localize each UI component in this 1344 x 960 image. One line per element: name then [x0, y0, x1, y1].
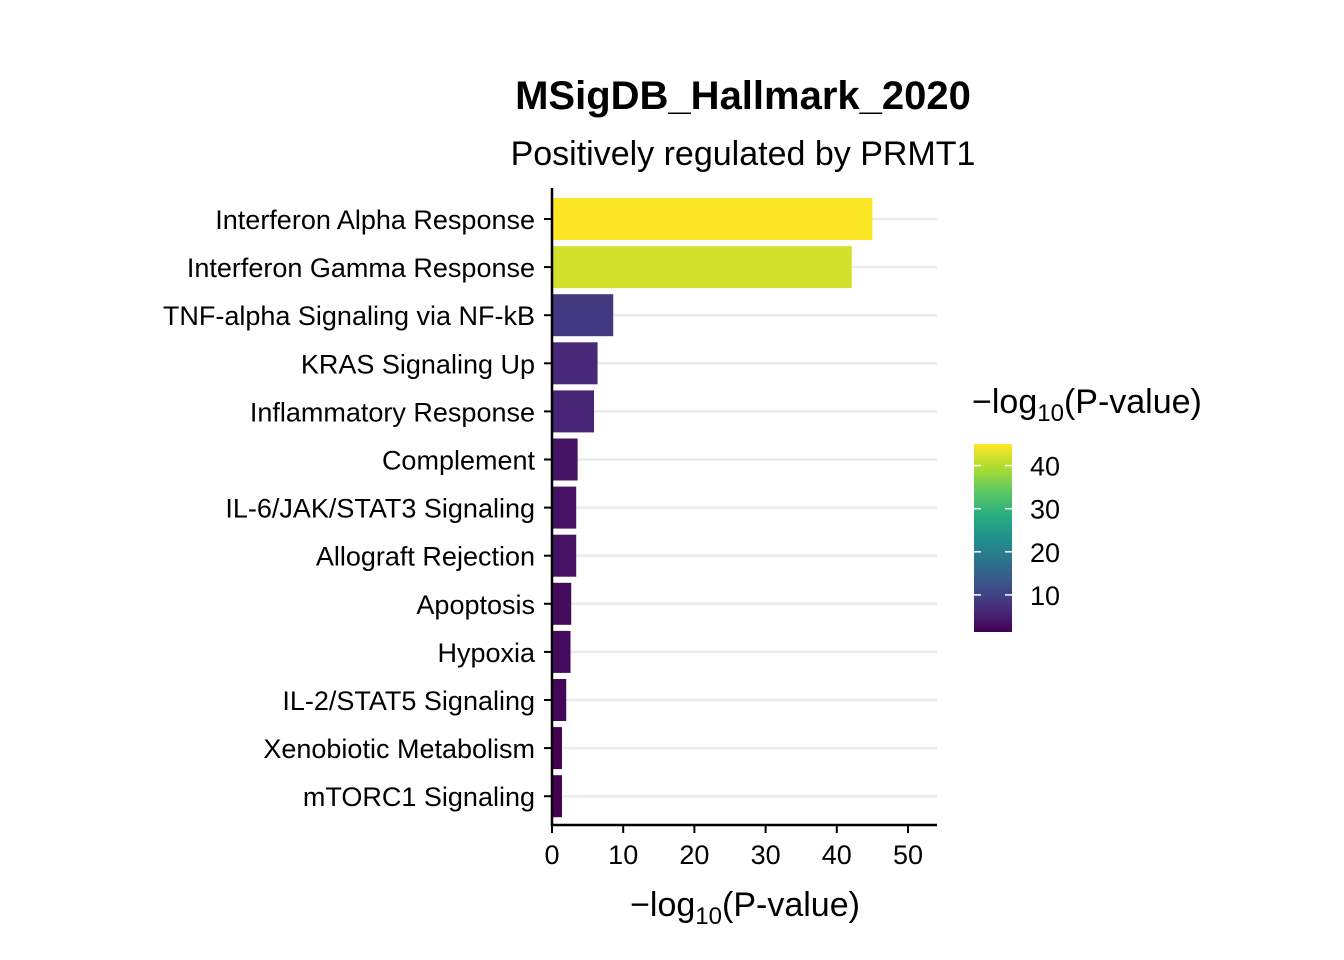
bar	[552, 294, 614, 337]
gridlines	[552, 217, 937, 798]
bar	[552, 582, 572, 625]
x-tick-label: 0	[544, 840, 559, 870]
y-tick-label: TNF-alpha Signaling via NF-kB	[163, 301, 535, 331]
bar	[552, 342, 598, 385]
y-tick-label: Apoptosis	[416, 590, 535, 620]
bar	[552, 775, 562, 818]
y-tick-labels: Interferon Alpha Response Interferon Gamm…	[163, 205, 552, 812]
y-tick-label: Xenobiotic Metabolism	[263, 734, 535, 764]
y-tick-label: IL-6/JAK/STAT3 Signaling	[225, 494, 535, 524]
bar	[552, 438, 578, 481]
y-tick-label: Complement	[382, 446, 536, 476]
y-tick-label: IL-2/STAT5 Signaling	[282, 686, 535, 716]
chart-subtitle: Positively regulated by PRMT1	[511, 135, 976, 173]
bars	[552, 198, 873, 818]
chart-title: MSigDB_Hallmark_2020	[515, 74, 971, 118]
colorbar-tick-label: 10	[1030, 581, 1060, 611]
bar	[552, 246, 852, 289]
colorbar-tick-label: 40	[1030, 452, 1060, 482]
y-tick-label: Interferon Alpha Response	[215, 205, 535, 235]
bar	[552, 630, 571, 673]
y-tick-label: Inflammatory Response	[250, 397, 535, 427]
x-tick-label: 40	[822, 840, 852, 870]
bar	[552, 727, 562, 770]
colorbar-tick-label: 30	[1030, 495, 1060, 525]
x-axis-title: −log10(P-value)	[630, 886, 860, 930]
colorbar-tick-label: 20	[1030, 538, 1060, 568]
x-tick-label: 20	[679, 840, 709, 870]
bar	[552, 198, 873, 240]
bar	[552, 390, 595, 433]
colorbar-ticks: 10 20 30 40	[974, 452, 1060, 611]
y-tick-label: Allograft Rejection	[316, 542, 535, 572]
y-tick-label: Interferon Gamma Response	[187, 253, 535, 283]
bar	[552, 534, 577, 577]
colorbar	[974, 444, 1012, 632]
x-tick-label: 50	[893, 840, 923, 870]
y-tick-label: KRAS Signaling Up	[301, 349, 535, 379]
bar	[552, 486, 577, 529]
bar	[552, 679, 567, 721]
y-tick-label: mTORC1 Signaling	[303, 782, 535, 812]
x-tick-label: 30	[751, 840, 781, 870]
y-tick-label: Hypoxia	[437, 638, 536, 668]
x-ticks: 0 10 20 30 40 50	[544, 825, 923, 870]
x-tick-label: 10	[608, 840, 638, 870]
colorbar-title: −log10(P-value)	[972, 383, 1202, 427]
colorbar-legend: −log10(P-value) 10 20 30 40	[972, 383, 1202, 632]
